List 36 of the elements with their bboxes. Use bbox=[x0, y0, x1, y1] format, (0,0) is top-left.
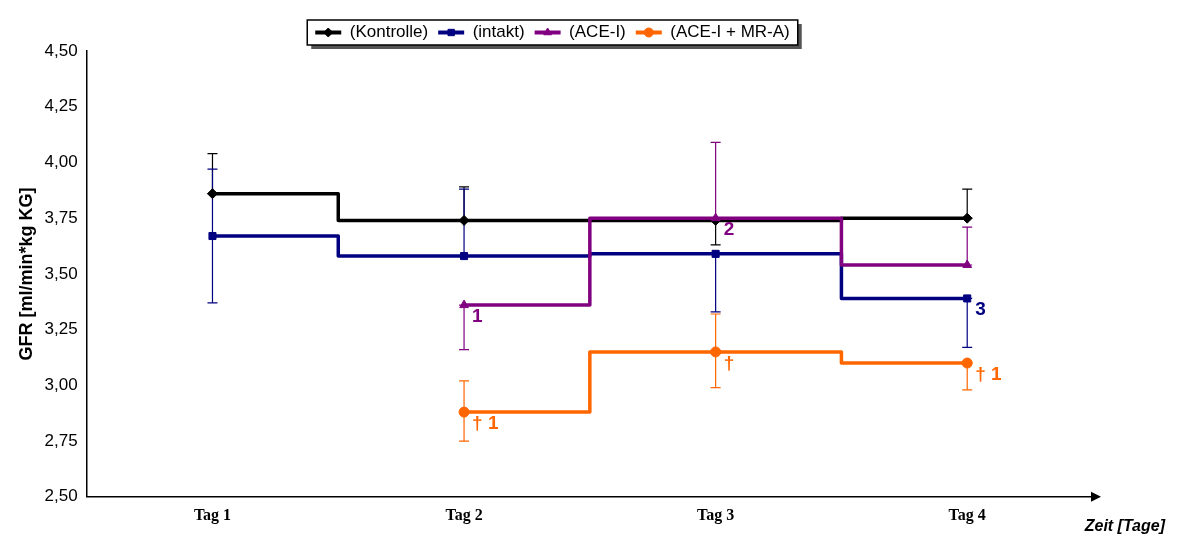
y-tick-label: 3,25 bbox=[44, 319, 78, 339]
point bbox=[710, 212, 721, 222]
point bbox=[459, 299, 469, 309]
y-axis-title: GFR [ml/min*kg KG] bbox=[15, 187, 36, 361]
y-tick-label: 4,00 bbox=[44, 152, 78, 172]
y-tick-label: 2,50 bbox=[44, 486, 78, 506]
annotation: 3 bbox=[975, 298, 986, 320]
annotation: † 1 bbox=[975, 362, 1003, 384]
annotation: 1 bbox=[472, 304, 484, 326]
y-tick-label: 4,25 bbox=[44, 96, 78, 116]
x-axis-title: Zeit [Tage] bbox=[1083, 517, 1166, 535]
point bbox=[961, 357, 973, 369]
legend-label: (Kontrolle) bbox=[349, 22, 429, 42]
annotation: 2 bbox=[723, 217, 735, 239]
y-tick-label: 4,50 bbox=[44, 40, 78, 60]
y-tick-label: 3,50 bbox=[44, 263, 78, 283]
point bbox=[206, 188, 218, 200]
y-tick-label: 2,75 bbox=[44, 430, 78, 450]
annotation: † bbox=[723, 351, 735, 373]
legend-label: (ACE-I + MR-A) bbox=[670, 22, 790, 42]
x-tick-label: Tag 4 bbox=[948, 505, 986, 524]
point bbox=[711, 249, 720, 258]
y-tick-label: 3,00 bbox=[44, 375, 78, 395]
annotation: † 1 bbox=[472, 411, 499, 433]
point bbox=[460, 252, 469, 261]
point bbox=[963, 294, 972, 303]
point bbox=[962, 259, 973, 268]
x-tick-label: Tag 3 bbox=[697, 505, 735, 524]
legend-label: (intakt) bbox=[472, 22, 525, 42]
legend-label: (ACE-I) bbox=[569, 22, 626, 42]
x-tick-label: Tag 2 bbox=[445, 505, 483, 524]
point bbox=[458, 406, 470, 418]
point bbox=[208, 231, 217, 241]
x-tick-label: Tag 1 bbox=[193, 505, 232, 524]
y-tick-label: 3,75 bbox=[44, 207, 78, 227]
point bbox=[710, 346, 722, 358]
